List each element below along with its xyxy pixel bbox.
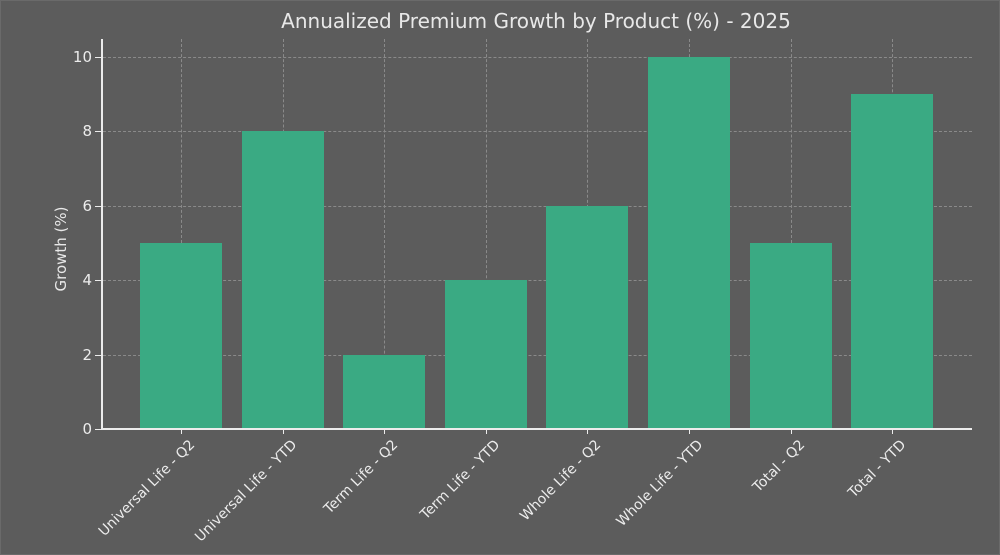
- y-tick: [95, 280, 101, 282]
- x-tick-label: Total - YTD: [845, 437, 910, 502]
- v-grid-line: [181, 39, 182, 429]
- h-grid-line: [103, 205, 972, 207]
- v-grid-line: [485, 39, 487, 429]
- bar: [241, 131, 324, 429]
- y-tick-label: 2: [82, 345, 92, 364]
- bar: [343, 354, 426, 429]
- x-tick-label: Term Life - Q2: [321, 437, 402, 518]
- y-tick-label: 0: [82, 420, 92, 438]
- x-tick-label: Whole Life - YTD: [613, 437, 707, 530]
- h-grid-line: [103, 57, 972, 58]
- y-tick-label: 4: [82, 271, 92, 290]
- h-grid-line: [103, 280, 972, 282]
- x-tick: [689, 429, 690, 434]
- v-grid-line: [384, 39, 386, 429]
- y-tick: [95, 57, 101, 58]
- x-axis-spine: [101, 428, 972, 430]
- bar: [749, 243, 832, 429]
- plot-area: 0 2 4 6 8 10 Universal Life - Q2 Universal Lif…: [73, 39, 972, 545]
- y-tick-label: 8: [82, 122, 92, 141]
- x-tick-label: Total - Q2: [749, 437, 808, 496]
- x-tick-label: Term Life - YTD: [417, 437, 504, 523]
- y-tick: [95, 205, 101, 207]
- h-grid-line: [103, 354, 972, 356]
- y-axis-spine: [101, 39, 103, 430]
- bar: [140, 243, 222, 429]
- bar: [546, 205, 629, 429]
- x-tick-label: Whole Life - Q2: [517, 437, 605, 525]
- x-tick: [485, 429, 487, 434]
- x-tick: [181, 429, 182, 434]
- x-tick-label: Universal Life - YTD: [191, 437, 300, 546]
- x-tick: [587, 429, 589, 434]
- y-axis-label: Growth (%): [52, 206, 70, 292]
- h-grid-line: [103, 131, 972, 133]
- x-tick: [384, 429, 386, 434]
- x-tick: [282, 429, 284, 434]
- bar: [648, 57, 730, 429]
- x-tick: [892, 429, 894, 434]
- bar: [851, 94, 934, 429]
- y-tick: [95, 429, 101, 430]
- x-tick-label: Universal Life - Q2: [95, 437, 199, 540]
- y-tick-label: 6: [82, 196, 92, 215]
- y-tick: [95, 354, 101, 356]
- y-tick: [95, 131, 101, 133]
- y-tick-label: 10: [72, 48, 92, 66]
- x-tick: [790, 429, 792, 434]
- bar: [444, 280, 527, 429]
- v-grid-line: [790, 39, 792, 429]
- chart-title: Annualized Premium Growth by Product (%)…: [281, 9, 791, 33]
